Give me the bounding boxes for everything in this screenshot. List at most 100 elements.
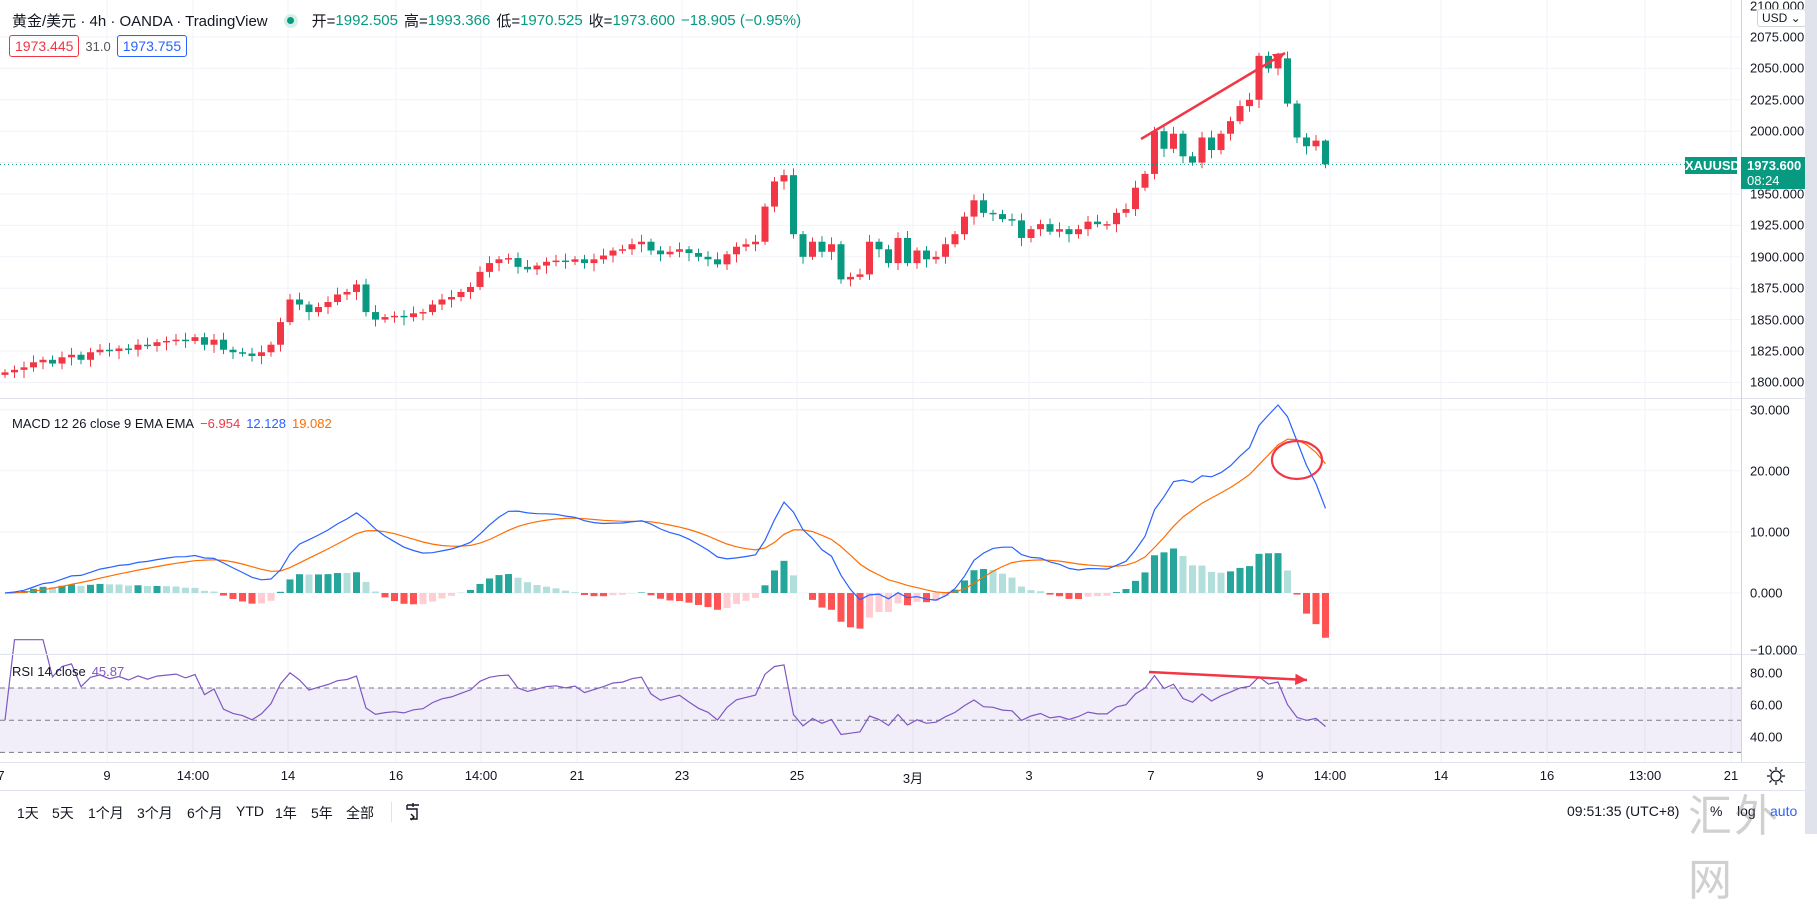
range-5d-button[interactable]: 5天: [52, 803, 74, 823]
clock-timezone[interactable]: 09:51:35 (UTC+8): [1567, 803, 1679, 819]
candle-body: [296, 300, 303, 305]
candle-body: [163, 341, 170, 343]
macd-histogram-bar: [809, 593, 816, 600]
right-scroll-strip[interactable]: [1805, 0, 1817, 834]
macd-line-value: 12.128: [246, 416, 286, 431]
macd-histogram-bar: [610, 593, 617, 595]
range-5y-button[interactable]: 5年: [311, 803, 333, 823]
close-value: 1973.600: [612, 12, 675, 29]
macd-histogram-bar: [667, 593, 674, 600]
macd-histogram-bar: [572, 592, 579, 593]
candle-body: [287, 300, 294, 323]
macd-histogram-bar: [78, 586, 85, 593]
macd-histogram-bar: [724, 593, 731, 608]
low-value: 1970.525: [520, 12, 583, 29]
candle-body: [1075, 229, 1082, 234]
pane-divider[interactable]: [0, 654, 1805, 655]
macd-histogram-bar: [1085, 593, 1092, 597]
candle-body: [68, 355, 75, 358]
macd-histogram-bar: [781, 561, 788, 593]
candle-body: [467, 287, 474, 292]
candle-body: [1066, 229, 1073, 234]
macd-histogram-bar: [173, 586, 180, 593]
candle-body: [486, 263, 493, 272]
candle-body: [657, 251, 664, 255]
candle-body: [781, 175, 788, 181]
candle-body: [961, 217, 968, 235]
macd-tick: 0.000: [1750, 586, 1783, 601]
macd-histogram-bar: [790, 575, 797, 593]
goto-date-icon[interactable]: [404, 802, 422, 822]
time-tick: 7: [0, 768, 5, 783]
candle-body: [904, 238, 911, 263]
sell-price-button[interactable]: 1973.445: [9, 35, 79, 57]
candle-body: [866, 242, 873, 275]
rsi-title[interactable]: RSI 14 close: [12, 664, 86, 679]
macd-histogram-bar: [429, 593, 436, 602]
macd-tick: 20.000: [1750, 464, 1790, 479]
macd-histogram-bar: [591, 593, 598, 596]
time-tick: 9: [1256, 768, 1263, 783]
candle-body: [714, 259, 721, 264]
macd-histogram-bar: [1322, 593, 1329, 638]
candle-body: [790, 175, 797, 234]
macd-histogram-bar: [676, 593, 683, 601]
macd-histogram-bar: [344, 573, 351, 593]
macd-histogram-bar: [448, 593, 455, 596]
rsi-legend: RSI 14 close 45.87: [12, 664, 124, 679]
pane-divider[interactable]: [0, 398, 1805, 399]
range-ytd-button[interactable]: YTD: [236, 803, 264, 819]
open-value: 1992.505: [335, 12, 398, 29]
macd-histogram-bar: [885, 593, 892, 612]
range-1y-button[interactable]: 1年: [275, 803, 297, 823]
rsi-tick: 80.00: [1750, 666, 1783, 681]
candle-body: [1246, 100, 1253, 106]
candle-body: [277, 322, 284, 345]
macd-histogram-bar: [980, 569, 987, 593]
macd-cross-circle: [1272, 441, 1322, 479]
range-6m-button[interactable]: 6个月: [187, 803, 223, 823]
candle-body: [87, 352, 94, 360]
candle-body: [2, 372, 9, 375]
candle-body: [534, 266, 541, 270]
currency-dropdown[interactable]: USD ⌄: [1757, 9, 1806, 27]
macd-histogram-bar: [733, 593, 740, 604]
rsi-tick: 60.00: [1750, 698, 1783, 713]
macd-title[interactable]: MACD 12 26 close 9 EMA EMA: [12, 416, 194, 431]
candle-body: [439, 300, 446, 305]
range-1m-button[interactable]: 1个月: [88, 803, 124, 823]
time-tick: 21: [570, 768, 584, 783]
symbol-title[interactable]: 黄金/美元 · 4h · OANDA · TradingView: [12, 10, 268, 31]
price-tick: 1800.000: [1750, 375, 1804, 390]
price-axis[interactable]: 2100.000 2075.000 2050.000 2025.000 2000…: [1741, 0, 1806, 762]
time-tick: 16: [1540, 768, 1554, 783]
candle-body: [923, 251, 930, 260]
candle-body: [154, 342, 161, 346]
low-label: 低=: [496, 10, 520, 31]
buy-price-button[interactable]: 1973.755: [117, 35, 187, 57]
chart-canvas[interactable]: [0, 0, 1741, 790]
time-tick: 13:00: [1629, 768, 1662, 783]
candle-body: [391, 316, 398, 318]
candle-body: [1123, 209, 1130, 213]
candle-body: [543, 262, 550, 266]
candle-body: [1009, 219, 1016, 221]
macd-histogram-bar: [638, 592, 645, 593]
range-3m-button[interactable]: 3个月: [137, 803, 173, 823]
candle-body: [705, 257, 712, 260]
candle-body: [1132, 188, 1139, 209]
close-label: 收=: [589, 10, 613, 31]
macd-histogram-bar: [847, 593, 854, 627]
toolbar-divider: [391, 802, 392, 822]
range-all-button[interactable]: 全部: [346, 803, 374, 823]
macd-histogram-bar: [1170, 548, 1177, 593]
rsi-divergence-arrow: [1149, 672, 1307, 680]
candle-body: [1180, 134, 1187, 157]
candle-body: [771, 181, 778, 206]
macd-histogram-bar: [1199, 566, 1206, 593]
range-1d-button[interactable]: 1天: [17, 803, 39, 823]
macd-histogram-bar: [686, 593, 693, 603]
macd-histogram-bar: [1142, 572, 1149, 593]
macd-histogram-bar: [1189, 565, 1196, 593]
candle-body: [933, 257, 940, 260]
